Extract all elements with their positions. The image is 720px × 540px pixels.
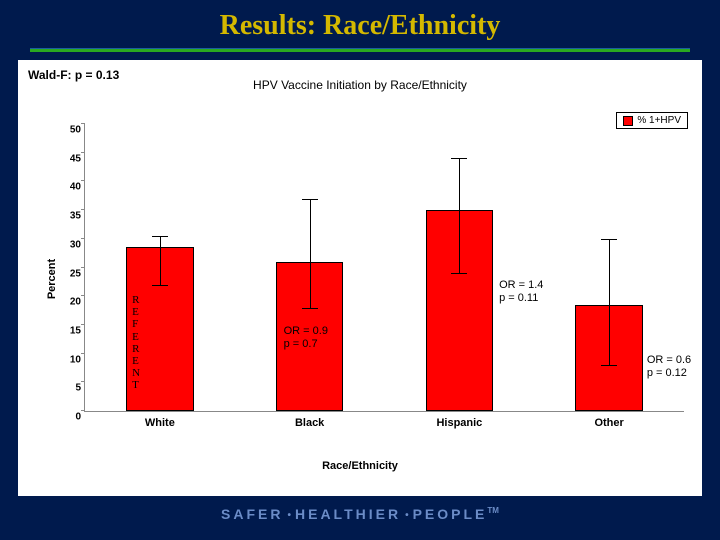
bar-annotation: R E F E R E N T xyxy=(132,294,140,391)
y-tick-label: 5 xyxy=(61,383,81,394)
y-tick-mark xyxy=(81,267,85,268)
y-tick-mark xyxy=(81,209,85,210)
footer-tagline: SAFER•HEALTHIER•PEOPLETM xyxy=(221,506,499,522)
y-tick-label: 50 xyxy=(61,125,81,136)
chart-card: Wald-F: p = 0.13 HPV Vaccine Initiation … xyxy=(18,60,702,496)
bar-annotation: OR = 0.9 p = 0.7 xyxy=(284,325,328,351)
x-tick-label: White xyxy=(145,417,175,429)
y-tick-mark xyxy=(81,238,85,239)
footer-word-1: SAFER xyxy=(221,506,283,522)
title-wrap: Results: Race/Ethnicity xyxy=(12,8,708,46)
error-cap xyxy=(451,273,467,274)
y-tick-mark xyxy=(81,324,85,325)
y-tick-label: 45 xyxy=(61,153,81,164)
error-cap xyxy=(451,158,467,159)
error-cap xyxy=(601,365,617,366)
footer-word-2: HEALTHIER xyxy=(295,506,401,522)
footer: SAFER•HEALTHIER•PEOPLETM xyxy=(12,496,708,528)
y-tick-label: 20 xyxy=(61,297,81,308)
error-bar xyxy=(609,239,610,365)
y-tick-label: 25 xyxy=(61,268,81,279)
wald-text: Wald-F: p = 0.13 xyxy=(28,68,119,82)
footer-tm: TM xyxy=(487,506,499,515)
y-tick-label: 10 xyxy=(61,354,81,365)
x-tick-label: Hispanic xyxy=(436,417,482,429)
plot-wrap: Percent 05101520253035404550WhiteBlackHi… xyxy=(64,124,684,434)
y-tick-mark xyxy=(81,381,85,382)
slide: Results: Race/Ethnicity Wald-F: p = 0.13… xyxy=(0,0,720,540)
y-tick-mark xyxy=(81,295,85,296)
error-cap xyxy=(601,239,617,240)
error-cap xyxy=(302,308,318,309)
y-tick-mark xyxy=(81,152,85,153)
error-cap xyxy=(152,236,168,237)
chart-title: HPV Vaccine Initiation by Race/Ethnicity xyxy=(253,78,467,92)
y-tick-label: 35 xyxy=(61,211,81,222)
page-title: Results: Race/Ethnicity xyxy=(220,10,501,42)
bar-annotation: OR = 1.4 p = 0.11 xyxy=(499,279,543,305)
y-tick-mark xyxy=(81,180,85,181)
error-cap xyxy=(302,199,318,200)
footer-word-3: PEOPLE xyxy=(413,506,488,522)
plot-area: 05101520253035404550WhiteBlackHispanicOt… xyxy=(84,124,684,412)
y-tick-mark xyxy=(81,123,85,124)
error-bar xyxy=(310,199,311,308)
error-bar xyxy=(459,158,460,273)
error-bar xyxy=(160,236,161,285)
y-tick-label: 30 xyxy=(61,239,81,250)
x-tick-label: Other xyxy=(594,417,623,429)
error-cap xyxy=(152,285,168,286)
y-tick-label: 40 xyxy=(61,182,81,193)
title-underline xyxy=(30,48,690,52)
x-tick-label: Black xyxy=(295,417,324,429)
y-tick-mark xyxy=(81,410,85,411)
y-tick-mark xyxy=(81,353,85,354)
x-axis-label: Race/Ethnicity xyxy=(28,460,692,472)
y-tick-label: 15 xyxy=(61,325,81,336)
bar-annotation: OR = 0.6 p = 0.12 xyxy=(647,354,691,380)
y-axis-label: Percent xyxy=(46,259,58,299)
y-tick-label: 0 xyxy=(61,412,81,423)
